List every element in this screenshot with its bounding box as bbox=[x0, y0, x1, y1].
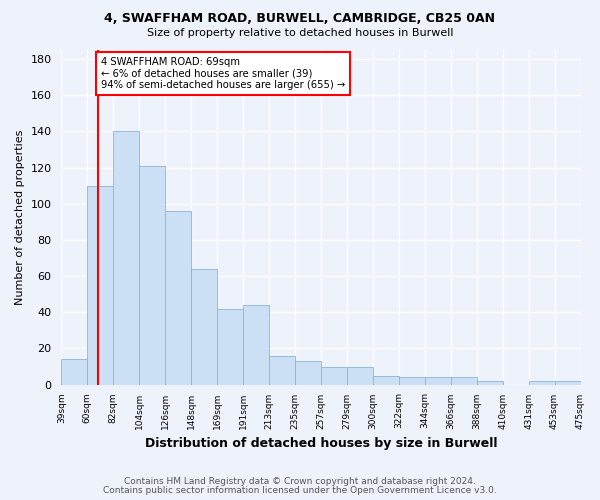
Bar bbox=[554, 381, 581, 384]
Bar bbox=[243, 305, 269, 384]
Bar bbox=[191, 269, 217, 384]
Bar bbox=[373, 376, 399, 384]
Bar bbox=[269, 356, 295, 384]
Bar bbox=[451, 378, 476, 384]
Bar bbox=[321, 366, 347, 384]
Bar bbox=[399, 378, 425, 384]
Bar bbox=[217, 308, 243, 384]
Bar bbox=[476, 381, 503, 384]
Bar bbox=[113, 132, 139, 384]
Bar bbox=[165, 211, 191, 384]
Text: Contains public sector information licensed under the Open Government Licence v3: Contains public sector information licen… bbox=[103, 486, 497, 495]
Bar bbox=[61, 360, 88, 384]
Y-axis label: Number of detached properties: Number of detached properties bbox=[15, 130, 25, 305]
Bar bbox=[529, 381, 554, 384]
Bar bbox=[347, 366, 373, 384]
Bar bbox=[425, 378, 451, 384]
Bar bbox=[139, 166, 165, 384]
Text: 4, SWAFFHAM ROAD, BURWELL, CAMBRIDGE, CB25 0AN: 4, SWAFFHAM ROAD, BURWELL, CAMBRIDGE, CB… bbox=[104, 12, 496, 26]
Text: Contains HM Land Registry data © Crown copyright and database right 2024.: Contains HM Land Registry data © Crown c… bbox=[124, 477, 476, 486]
Text: 4 SWAFFHAM ROAD: 69sqm
← 6% of detached houses are smaller (39)
94% of semi-deta: 4 SWAFFHAM ROAD: 69sqm ← 6% of detached … bbox=[101, 57, 345, 90]
Bar bbox=[295, 361, 321, 384]
X-axis label: Distribution of detached houses by size in Burwell: Distribution of detached houses by size … bbox=[145, 437, 497, 450]
Text: Size of property relative to detached houses in Burwell: Size of property relative to detached ho… bbox=[147, 28, 453, 38]
Bar bbox=[88, 186, 113, 384]
